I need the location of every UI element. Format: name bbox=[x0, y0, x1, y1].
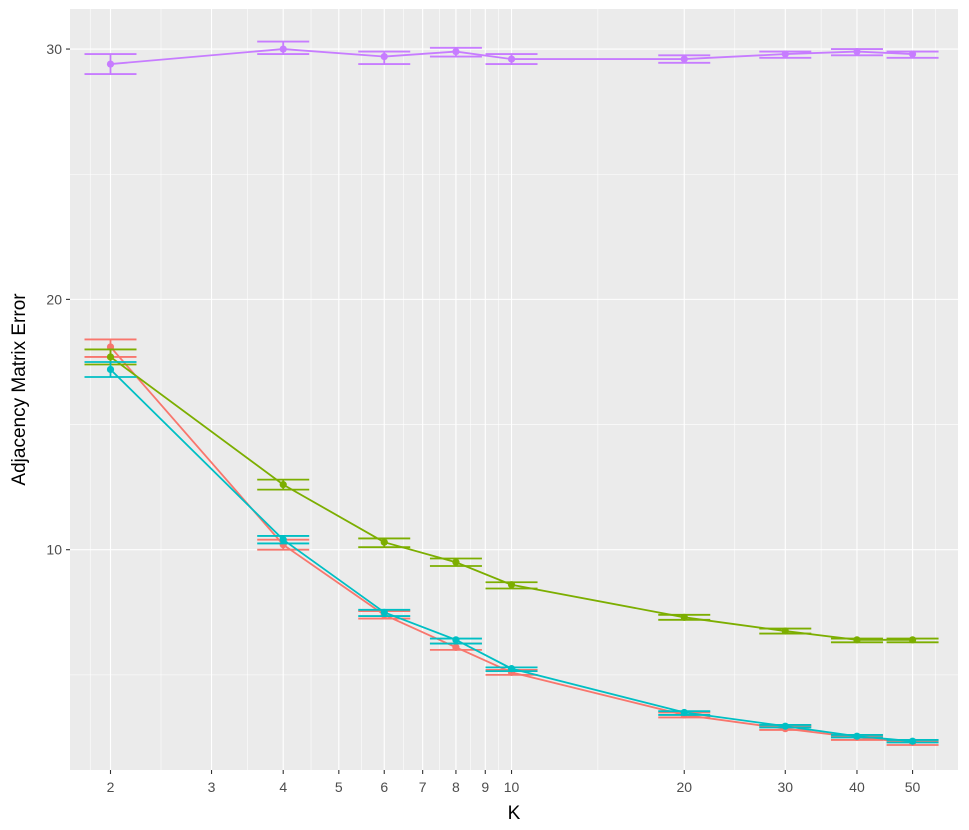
data-point bbox=[452, 558, 460, 566]
data-point bbox=[452, 643, 460, 651]
x-tick-label: 50 bbox=[905, 779, 921, 795]
x-tick-label: 40 bbox=[849, 779, 865, 795]
x-tick-label: 7 bbox=[419, 779, 427, 795]
x-tick-label: 30 bbox=[777, 779, 793, 795]
data-point bbox=[908, 636, 917, 644]
series-3 bbox=[84, 361, 939, 745]
data-point bbox=[781, 722, 789, 730]
series-2 bbox=[84, 348, 939, 644]
x-tick-label: 2 bbox=[107, 779, 115, 795]
x-tick-label: 3 bbox=[208, 779, 216, 795]
data-point bbox=[507, 665, 516, 673]
data-point bbox=[781, 627, 789, 635]
x-tick-label: 5 bbox=[335, 779, 343, 795]
data-point bbox=[106, 60, 115, 68]
x-tick-label: 8 bbox=[452, 779, 460, 795]
y-tick-label: 20 bbox=[46, 291, 62, 307]
data-point bbox=[680, 55, 688, 63]
data-point bbox=[279, 481, 287, 489]
x-tick-label: 20 bbox=[676, 779, 692, 795]
data-point bbox=[106, 353, 115, 361]
series-layer bbox=[84, 40, 939, 747]
data-point bbox=[507, 581, 516, 589]
data-point bbox=[279, 45, 287, 53]
data-point bbox=[279, 536, 287, 544]
x-tick-label: 4 bbox=[279, 779, 287, 795]
series-4 bbox=[84, 40, 939, 75]
x-tick-label: 6 bbox=[380, 779, 388, 795]
x-tick-label: 9 bbox=[481, 779, 489, 795]
data-point bbox=[781, 50, 789, 58]
data-point bbox=[452, 47, 460, 56]
data-point bbox=[680, 613, 688, 621]
y-axis-title: Adjacency Matrix Error bbox=[9, 293, 30, 486]
data-point bbox=[106, 365, 115, 374]
data-point bbox=[380, 608, 388, 616]
x-tick-labels: 2 3 4 5 6 7 8 9 10 20 30 40 50 bbox=[107, 779, 921, 795]
data-point bbox=[908, 50, 917, 58]
data-point bbox=[452, 636, 460, 644]
data-point bbox=[380, 538, 388, 546]
x-axis-title: K bbox=[508, 803, 521, 824]
data-point bbox=[507, 55, 516, 63]
data-point bbox=[853, 47, 861, 56]
y-tick-labels: 10 20 30 bbox=[46, 41, 62, 558]
data-point bbox=[380, 52, 388, 61]
data-point bbox=[853, 732, 861, 740]
plot-panel bbox=[70, 9, 958, 770]
data-point bbox=[908, 737, 917, 745]
axis-ticks bbox=[66, 48, 914, 774]
data-point bbox=[853, 636, 861, 644]
data-point bbox=[680, 708, 688, 717]
x-tick-label: 10 bbox=[504, 779, 520, 795]
y-tick-label: 30 bbox=[46, 41, 62, 57]
y-tick-label: 10 bbox=[46, 542, 62, 558]
